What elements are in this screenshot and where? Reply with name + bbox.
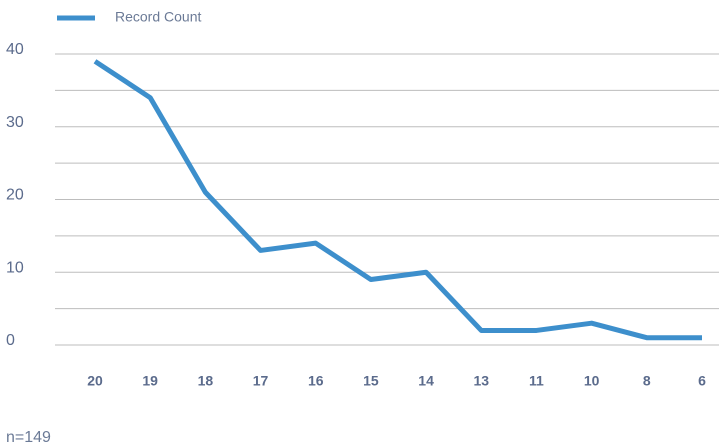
data-line	[93, 59, 702, 341]
x-tick-label: 8	[643, 373, 651, 389]
y-tick-label: 0	[6, 332, 15, 349]
y-tick-label: 20	[6, 187, 24, 204]
legend-label: Record Count	[115, 9, 201, 25]
y-tick-label: 10	[6, 259, 24, 276]
y-tick-label: 30	[6, 114, 24, 131]
x-tick-label: 14	[418, 373, 434, 389]
footnote: n=149	[6, 429, 51, 446]
x-tick-label: 15	[363, 373, 379, 389]
y-tick-label: 40	[6, 41, 24, 58]
x-tick-label: 18	[198, 373, 214, 389]
x-tick-label: 10	[584, 373, 600, 389]
x-tick-label: 6	[698, 373, 706, 389]
x-tick-label: 17	[253, 373, 269, 389]
x-tick-label: 19	[142, 373, 158, 389]
x-tick-label: 11	[529, 373, 544, 389]
x-tick-label: 13	[473, 373, 489, 389]
x-tick-label: 20	[87, 373, 103, 389]
x-tick-label: 16	[308, 373, 324, 389]
